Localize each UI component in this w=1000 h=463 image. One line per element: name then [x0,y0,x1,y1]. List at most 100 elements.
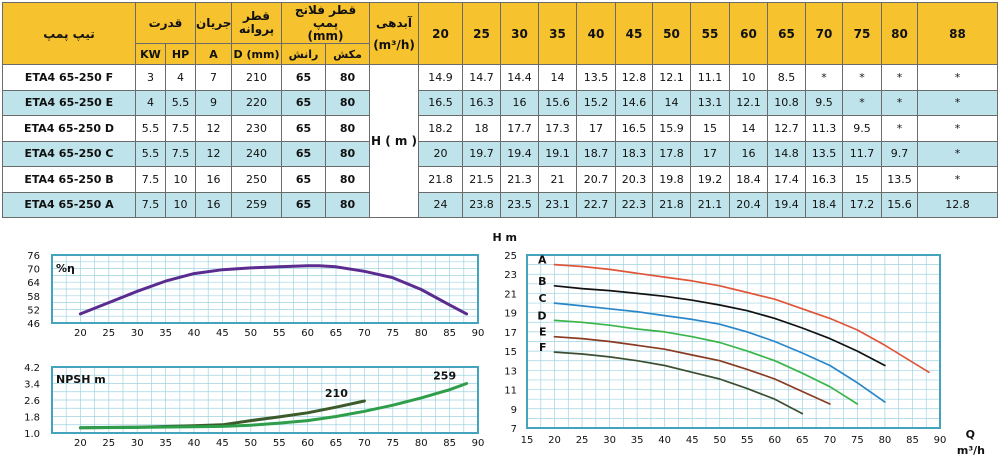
x-tick-label: 15 [521,435,534,446]
x-tick-label: 65 [330,328,343,339]
x-tick-label: 80 [879,435,892,446]
head-curve [553,319,859,405]
y-tick-label: 1.0 [24,429,40,440]
x-axis-label: Q [966,428,975,441]
x-tick-label: 65 [796,435,809,446]
spec-cell: 12 [195,140,233,167]
head-value-cell: 13.1 [690,89,731,116]
x-tick-label: 60 [768,435,781,446]
x-tick-label: 55 [273,438,286,449]
series-label: C [538,292,546,305]
head-unit-cell: H ( m ) [369,64,420,218]
head-value-cell: 17.8 [652,140,692,167]
x-tick-label: 30 [131,438,144,449]
y-tick-label: 13 [504,366,517,377]
y-tick-label: 19 [504,309,517,320]
model-cell: ETA4 65-250 E [2,89,136,116]
series-label: B [538,275,546,288]
x-tick-label: 25 [102,328,115,339]
x-tick-label: 35 [159,438,172,449]
discharge-header: رانش [281,43,327,65]
flow-col-header: 30 [500,2,540,65]
model-header: تیپ پمپ [2,2,136,65]
head-value-cell: 11.7 [842,140,883,167]
x-tick-label: 55 [741,435,754,446]
y-tick-label: 15 [504,347,517,358]
model-cell: ETA4 65-250 A [2,191,136,218]
model-cell: ETA4 65-250 B [2,166,136,193]
head-curve [553,263,930,374]
plot-frame [51,254,479,324]
x-tick-label: 85 [443,328,456,339]
spec-cell: 16 [195,191,233,218]
y-tick-label: 58 [27,292,40,303]
spec-cell: 220 [231,89,283,116]
spec-cell: 250 [231,166,283,193]
flow-col-header: 20 [418,2,464,65]
x-tick-label: 20 [74,438,87,449]
head-value-cell: 16.3 [805,166,844,193]
head-value-cell: 14 [652,89,692,116]
y-tick-label: 2.6 [24,396,40,407]
chart-title: %η [56,262,75,275]
spec-cell: 5.5 [135,140,166,167]
y-tick-label: 25 [504,251,517,262]
x-tick-label: 80 [415,438,428,449]
x-tick-label: 85 [906,435,919,446]
head-value-cell: 21.8 [418,166,464,193]
x-tick-label: 60 [301,438,314,449]
spec-cell: 230 [231,115,283,142]
series-label: F [539,341,547,354]
y-tick-label: 52 [27,305,40,316]
head-value-cell: 17.2 [842,191,883,218]
head-value-cell: 22.7 [576,191,617,218]
y-tick-label: 21 [504,289,517,300]
head-value-cell: 14.7 [462,64,502,91]
head-value-cell: 10 [729,64,769,91]
spec-cell: 65 [281,89,327,116]
flow-col-header: 40 [576,2,617,65]
head-value-cell: 13.5 [881,166,919,193]
amp-header: A [195,43,233,65]
spec-cell: 10 [164,191,197,218]
head-value-cell: 8.5 [767,64,807,91]
head-curve [553,302,886,403]
head-value-cell: 15.6 [881,191,919,218]
x-tick-label: 20 [548,435,561,446]
efficiency-curve [78,264,469,316]
head-value-cell: 13.5 [576,64,617,91]
spec-cell: 4 [164,64,197,91]
spec-cell: 9 [195,89,233,116]
x-tick-label: 90 [472,328,485,339]
head-value-cell: 12.8 [917,191,998,218]
flange-header: قطر فلانج پمپ (mm) [281,2,371,44]
head-value-cell: 20.7 [576,166,617,193]
head-value-cell: 21.8 [652,191,692,218]
table-row: ETA4 65-250 B 7.5 10 16 250 65 80 21.8 21.5 21.3 2… [2,166,998,193]
table-row: ETA4 65-250 E 4 5.5 9 220 65 80 16.5 16.3 16 15.6 1… [2,89,998,116]
x-tick-label: 45 [686,435,699,446]
y-tick-label: 64 [27,278,40,289]
performance-table: تیپ پمپ قدرت جریان قطر پروانه قطر فلانج … [2,2,998,218]
x-tick-label: 50 [244,438,257,449]
head-value-cell: 19.8 [652,166,692,193]
head-value-cell: 23.5 [500,191,540,218]
head-value-cell: 15.2 [576,89,617,116]
head-value-cell: 21.3 [500,166,540,193]
x-tick-label: 75 [851,435,864,446]
spec-cell: 7.5 [135,191,166,218]
head-value-cell: 16.3 [462,89,502,116]
flow-col-header: 35 [538,2,578,65]
head-value-cell: 18 [462,115,502,142]
series-label: 259 [433,370,456,383]
head-value-cell: * [917,140,998,167]
x-tick-label: 25 [102,438,115,449]
x-tick-label: 65 [330,438,343,449]
flow-col-header: 70 [805,2,844,65]
spec-cell: 5.5 [164,89,197,116]
head-value-cell: 16 [729,140,769,167]
x-tick-label: 30 [603,435,616,446]
x-tick-label: 40 [188,438,201,449]
spec-cell: 65 [281,115,327,142]
x-tick-label: 20 [74,328,87,339]
